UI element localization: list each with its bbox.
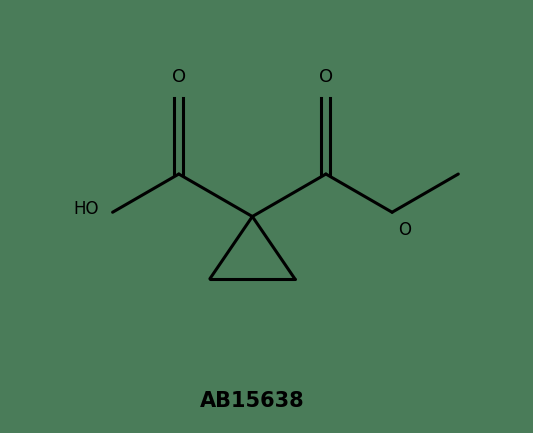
Text: O: O xyxy=(172,68,186,86)
Text: HO: HO xyxy=(73,200,99,218)
Text: AB15638: AB15638 xyxy=(200,391,305,410)
Text: O: O xyxy=(319,68,333,86)
Text: O: O xyxy=(398,221,411,239)
